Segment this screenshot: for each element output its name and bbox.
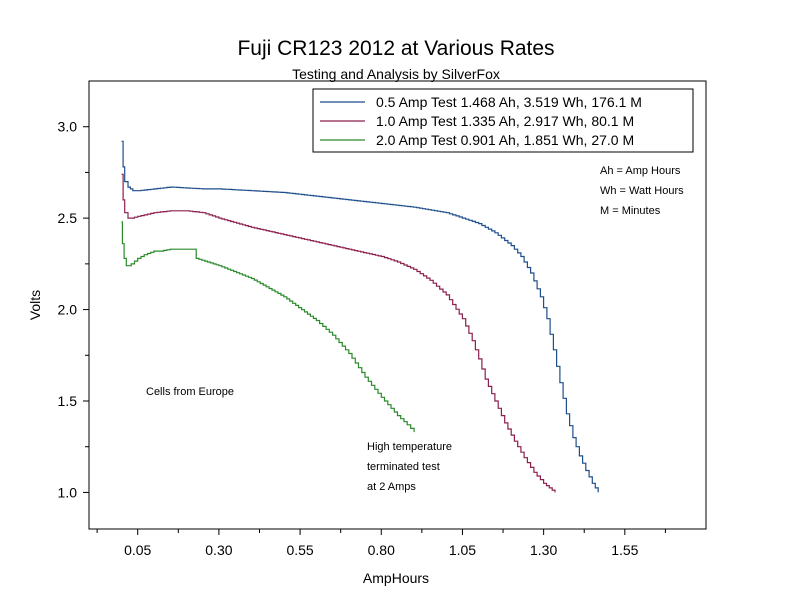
y-axis-label: Volts	[27, 290, 43, 320]
x-axis: 0.05 0.30 0.55 0.80 1.05 1.30 1.55	[96, 529, 666, 558]
y-tick-label: 2.0	[58, 302, 78, 318]
legend-label: 2.0 Amp Test 0.901 Ah, 1.851 Wh, 27.0 M	[376, 132, 634, 148]
series-line-2	[121, 173, 556, 493]
m-note: M = Minutes	[600, 205, 661, 217]
legend: 0.5 Amp Test 1.468 Ah, 3.519 Wh, 176.1 M…	[312, 88, 694, 153]
series-line-1	[121, 140, 599, 493]
x-tick-label: 1.05	[449, 542, 476, 558]
chart-title: Fuji CR123 2012 at Various Rates	[237, 37, 554, 60]
y-tick-label: 2.5	[58, 210, 78, 226]
x-tick-label: 1.55	[611, 542, 638, 558]
legend-label: 0.5 Amp Test 1.468 Ah, 3.519 Wh, 176.1 M	[376, 94, 642, 110]
plot-frame	[88, 80, 707, 530]
legend-box	[312, 88, 694, 153]
cells-note: Cells from Europe	[146, 386, 234, 398]
temp-note-line-1: High temperature	[367, 441, 452, 453]
legend-label: 1.0 Amp Test 1.335 Ah, 2.917 Wh, 80.1 M	[376, 113, 634, 129]
series-line-3	[121, 221, 415, 433]
x-tick-label: 1.30	[530, 542, 557, 558]
ah-note: Ah = Amp Hours	[600, 165, 681, 177]
y-tick-label: 1.5	[58, 393, 78, 409]
x-axis-label: AmpHours	[363, 570, 429, 586]
series-lines	[121, 140, 599, 493]
x-tick-label: 0.55	[286, 542, 313, 558]
chart-subtitle: Testing and Analysis by SilverFox	[292, 66, 500, 82]
y-axis: 1.0 1.5 2.0 2.5 3.0	[58, 119, 89, 500]
temp-note-line-3: at 2 Amps	[367, 481, 416, 493]
y-tick-label: 1.0	[58, 484, 78, 500]
y-tick-label: 3.0	[58, 119, 78, 135]
x-tick-label: 0.05	[124, 542, 151, 558]
temp-note-line-2: terminated test	[367, 461, 440, 473]
wh-note: Wh = Watt Hours	[600, 185, 684, 197]
x-tick-label: 0.80	[368, 542, 395, 558]
x-tick-label: 0.30	[205, 542, 232, 558]
